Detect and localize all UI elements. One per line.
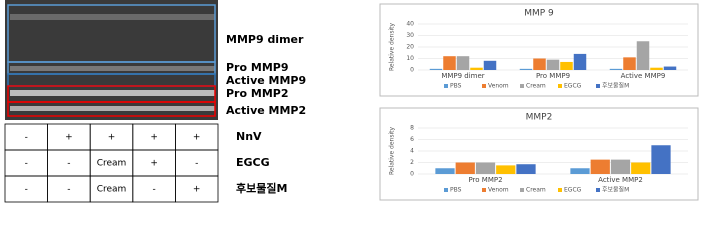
- bar: [610, 159, 631, 174]
- table-cell-text: +: [193, 133, 201, 143]
- table-cell-text: +: [150, 159, 158, 169]
- legend-swatch: [596, 188, 600, 192]
- gel-box: [7, 101, 216, 117]
- legend-swatch: [596, 84, 600, 88]
- bar: [443, 56, 456, 70]
- x-tick-label: Active MMP2: [598, 176, 643, 184]
- chart: MMP2 Relative density 0 2 4 6 8 Pro MMP2 Active …: [379, 107, 699, 201]
- bar: [609, 68, 623, 70]
- table-cell-text: Cream: [97, 185, 127, 195]
- table-cell-text: +: [108, 133, 116, 143]
- bar: [636, 41, 650, 70]
- x-tick-label: Pro MMP2: [468, 176, 502, 184]
- legend-label: EGCG: [564, 83, 582, 90]
- legend-swatch: [520, 84, 524, 88]
- table-cell-text: -: [67, 185, 70, 195]
- row-label: 후보물질M: [236, 181, 287, 195]
- y-tick-label: 0: [410, 67, 414, 74]
- gel-bands: [10, 14, 215, 111]
- bar: [631, 162, 651, 174]
- legend-label: PBS: [450, 187, 462, 194]
- legend-label: Cream: [526, 83, 546, 90]
- legend-swatch: [558, 84, 562, 88]
- y-tick-label: 30: [406, 32, 414, 39]
- legend-label: PBS: [450, 83, 462, 90]
- bar: [496, 165, 516, 174]
- x-tick-label: Active MMP9: [621, 72, 666, 80]
- bar: [435, 168, 455, 174]
- y-tick-label: 0: [410, 171, 414, 178]
- band-label: Pro MMP2: [226, 87, 288, 100]
- table-cell-text: +: [150, 133, 158, 143]
- bar: [455, 162, 475, 174]
- chart-frame: [379, 107, 699, 201]
- bar: [663, 66, 677, 70]
- x-tick-label: MMP9 dimer: [441, 72, 484, 80]
- bar: [429, 68, 443, 70]
- table-cell-text: -: [195, 159, 198, 169]
- legend-label: Cream: [526, 187, 546, 194]
- legend-swatch: [482, 188, 486, 192]
- legend-label: 후보물질M: [602, 186, 629, 194]
- legend-swatch: [482, 84, 486, 88]
- legend-label: Venom: [488, 187, 509, 194]
- band-label: MMP9 dimer: [226, 33, 304, 46]
- chart: MMP 9 Relative density 0 10 20 30 40 MMP9 dimer…: [379, 3, 699, 97]
- bar: [590, 159, 610, 174]
- legend-swatch: [520, 188, 524, 192]
- chart-title: MMP2: [526, 113, 553, 123]
- bar: [560, 61, 573, 70]
- table-cell: [174, 175, 219, 203]
- y-tick-label: 40: [406, 21, 414, 28]
- band-label: Active MMP9: [226, 74, 306, 87]
- band-label: Pro MMP9: [226, 61, 288, 74]
- band-label: Active MMP2: [226, 104, 306, 117]
- bar: [519, 68, 533, 70]
- bar: [483, 60, 497, 70]
- table-cell-text: Cream: [97, 159, 127, 169]
- legend-swatch: [558, 188, 562, 192]
- x-tick-label: Pro MMP9: [536, 72, 570, 80]
- table-cell-text: -: [25, 159, 28, 169]
- y-axis-label: Relative density: [389, 127, 396, 176]
- legend-label: 후보물질M: [602, 82, 629, 90]
- chart-title: MMP 9: [524, 9, 554, 19]
- row-label: NnV: [236, 130, 262, 143]
- row-label: EGCG: [236, 156, 270, 169]
- bar: [651, 145, 671, 174]
- table-cell-text: +: [193, 185, 201, 195]
- y-tick-label: 6: [410, 136, 414, 143]
- bar: [546, 59, 560, 70]
- legend-swatch: [444, 188, 448, 192]
- bar: [470, 67, 483, 70]
- y-tick-label: 4: [410, 148, 414, 155]
- legend-label: Venom: [488, 83, 509, 90]
- bar: [456, 56, 470, 70]
- bar: [516, 164, 536, 174]
- y-tick-label: 8: [410, 125, 414, 132]
- table-cell-text: -: [67, 159, 70, 169]
- legend-label: EGCG: [564, 187, 582, 194]
- table-cell-text: -: [25, 185, 28, 195]
- legend-swatch: [444, 84, 448, 88]
- table-cell-text: -: [25, 133, 28, 143]
- y-tick-label: 20: [406, 44, 414, 51]
- y-tick-label: 2: [410, 159, 414, 166]
- table-cell-text: +: [65, 133, 73, 143]
- bar: [570, 168, 590, 174]
- bar: [573, 53, 587, 70]
- bar: [533, 58, 546, 70]
- bar: [475, 162, 496, 174]
- bar: [650, 67, 663, 70]
- table-cell-text: -: [152, 185, 155, 195]
- y-axis-label: Relative density: [389, 23, 396, 72]
- bar: [623, 57, 636, 70]
- y-tick-label: 10: [406, 55, 414, 62]
